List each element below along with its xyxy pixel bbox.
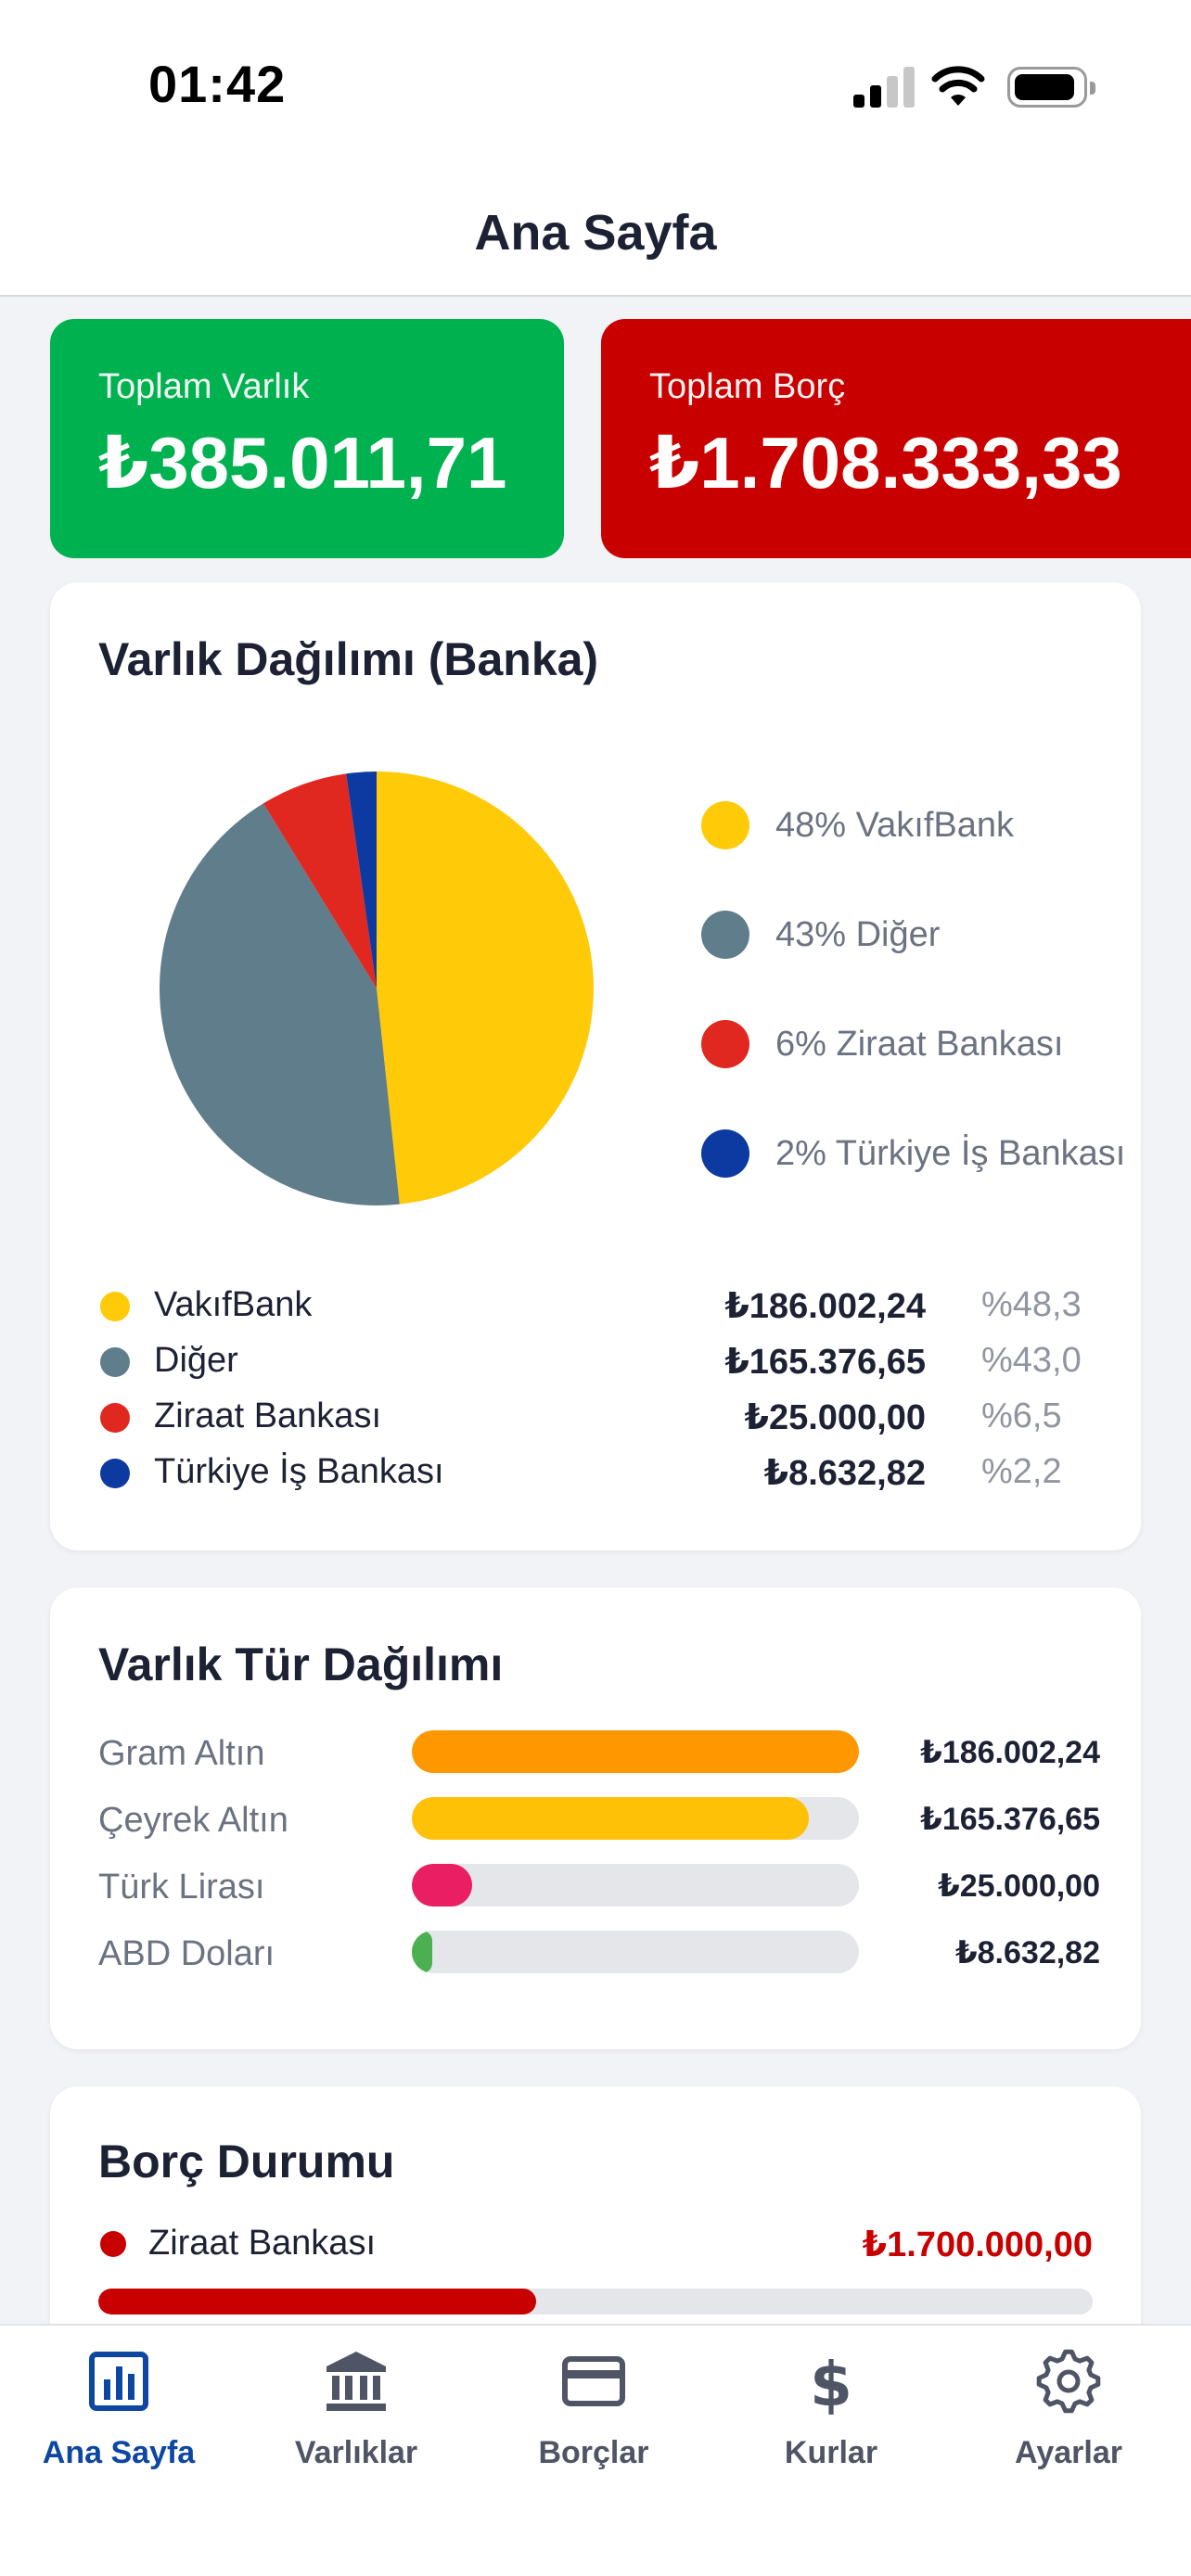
pie-slice-di-er [159, 803, 400, 1205]
type-bar-fill [412, 1931, 433, 1973]
page-title: Ana Sayfa [474, 205, 717, 261]
debt-amount: ₺1.700.000,00 [862, 2225, 1093, 2264]
total-assets-card[interactable]: Toplam Varlık ₺385.011,71 [50, 319, 564, 558]
type-bar-fill [412, 1864, 472, 1906]
tab-bar: Ana Sayfa Varlıklar Borçlar $ Kurlar Aya… [0, 2324, 1191, 2576]
type-bar-track [412, 1730, 859, 1773]
bank-pie-chart [159, 772, 595, 1205]
legend-label: 43% Diğer [775, 914, 941, 954]
debt-bar-fill [98, 2289, 536, 2315]
bank-row[interactable]: Diğer ₺165.376,65 %43,0 [98, 1335, 1141, 1387]
tab-label: Ayarlar [1015, 2435, 1122, 2470]
type-distribution-card: Varlık Tür Dağılımı Gram Altın ₺186.002,… [50, 1588, 1141, 2049]
legend-dot [701, 801, 749, 849]
bank-row[interactable]: Türkiye İş Bankası ₺8.632,82 %2,2 [98, 1447, 1141, 1498]
bank-amount: ₺165.376,65 [724, 1343, 926, 1382]
legend-label: 6% Ziraat Bankası [775, 1024, 1064, 1064]
total-assets-value: ₺385.011,71 [98, 422, 507, 504]
total-debt-value: ₺1.708.333,33 [649, 422, 1122, 504]
type-value: ₺8.632,82 [954, 1935, 1100, 1970]
status-time: 01:42 [148, 55, 287, 113]
bank-distribution-title: Varlık Dağılımı (Banka) [98, 633, 599, 685]
legend-dot [701, 911, 749, 959]
type-value: ₺186.002,24 [920, 1735, 1100, 1770]
type-row[interactable]: Türk Lirası ₺25.000,00 [98, 1860, 1100, 1912]
type-distribution-title: Varlık Tür Dağılımı [98, 1639, 504, 1690]
tab-label: Ana Sayfa [42, 2435, 196, 2470]
tab-label: Varlıklar [294, 2435, 418, 2470]
type-bar-track [412, 1931, 859, 1973]
cellular-signal-icon [853, 67, 915, 108]
gear-icon [1036, 2349, 1101, 2414]
bank-color-dot [100, 1292, 130, 1321]
type-label: Çeyrek Altın [98, 1801, 288, 1840]
type-bar-fill [412, 1797, 810, 1840]
bank-name: Türkiye İş Bankası [154, 1452, 444, 1491]
pie-slice-t-rkiye-i-bankas- [346, 772, 377, 988]
tab-borclar[interactable]: Borçlar [475, 2348, 712, 2496]
pie-slice-ziraat-bankas- [263, 773, 377, 988]
bank-percent: %48,3 [981, 1285, 1082, 1324]
total-debt-card[interactable]: Toplam Borç ₺1.708.333,33 [601, 319, 1191, 558]
bank-row[interactable]: VakıfBank ₺186.002,24 %48,3 [98, 1280, 1141, 1332]
pie-legend-item: 6% Ziraat Bankası [701, 1016, 1141, 1072]
bank-amount: ₺186.002,24 [724, 1287, 926, 1326]
bank-name: VakıfBank [154, 1285, 313, 1324]
tab-label: Kurlar [784, 2435, 878, 2470]
dollar-icon: $ [810, 2349, 852, 2415]
type-label: ABD Doları [98, 1934, 275, 1973]
svg-text:$: $ [810, 2349, 852, 2415]
tab-varliklar[interactable]: Varlıklar [237, 2348, 475, 2496]
type-label: Gram Altın [98, 1734, 265, 1773]
chart-bar-icon [89, 2352, 148, 2411]
nav-header: Ana Sayfa [0, 176, 1191, 297]
battery-icon [1007, 67, 1095, 108]
tab-label: Borçlar [538, 2435, 649, 2470]
debt-status-title: Borç Durumu [98, 2136, 395, 2187]
tab-ana-sayfa[interactable]: Ana Sayfa [0, 2348, 237, 2496]
pie-slice-vak-fbank [377, 772, 595, 1205]
type-row[interactable]: Gram Altın ₺186.002,24 [98, 1727, 1100, 1779]
type-value: ₺165.376,65 [920, 1802, 1100, 1837]
type-bar-fill [412, 1730, 859, 1773]
debt-color-dot [100, 2231, 126, 2257]
total-debt-label: Toplam Borç [649, 367, 846, 406]
bank-color-dot [100, 1403, 130, 1433]
bank-name: Ziraat Bankası [154, 1396, 381, 1435]
bank-color-dot [100, 1459, 130, 1488]
debt-row[interactable]: Ziraat Bankası ₺1.700.000,00 [98, 2218, 1141, 2320]
pie-legend-item: 2% Türkiye İş Bankası [701, 1126, 1141, 1181]
bank-amount: ₺8.632,82 [763, 1454, 926, 1493]
bank-percent: %43,0 [981, 1341, 1082, 1380]
type-label: Türk Lirası [98, 1868, 265, 1906]
bank-percent: %6,5 [981, 1396, 1062, 1435]
type-bar-track [412, 1864, 859, 1906]
legend-label: 48% VakıfBank [775, 805, 1015, 845]
legend-dot [701, 1129, 749, 1178]
bank-amount: ₺25.000,00 [744, 1398, 927, 1437]
bank-row[interactable]: Ziraat Bankası ₺25.000,00 %6,5 [98, 1391, 1141, 1443]
legend-label: 2% Türkiye İş Bankası [775, 1133, 1126, 1173]
legend-dot [701, 1020, 749, 1068]
bank-percent: %2,2 [981, 1452, 1062, 1491]
type-bar-track [412, 1797, 859, 1840]
bank-color-dot [100, 1347, 130, 1377]
wifi-icon [931, 66, 985, 106]
tab-ayarlar[interactable]: Ayarlar [950, 2348, 1187, 2496]
type-value: ₺25.000,00 [938, 1868, 1100, 1904]
debt-bank-name: Ziraat Bankası [148, 2224, 376, 2263]
status-bar: 01:42 [0, 0, 1191, 176]
bank-name: Diğer [154, 1341, 238, 1380]
tab-kurlar[interactable]: $ Kurlar [712, 2348, 950, 2496]
pie-legend-item: 43% Diğer [701, 907, 1141, 963]
type-row[interactable]: Çeyrek Altın ₺165.376,65 [98, 1793, 1100, 1845]
debt-bar-track [98, 2289, 1093, 2315]
bank-distribution-card: Varlık Dağılımı (Banka) 48% VakıfBank 43… [50, 582, 1141, 1550]
pie-legend-item: 48% VakıfBank [701, 797, 1141, 853]
type-row[interactable]: ABD Doları ₺8.632,82 [98, 1927, 1100, 1979]
total-assets-label: Toplam Varlık [98, 367, 310, 406]
bank-icon [327, 2352, 386, 2411]
credit-card-icon [562, 2356, 625, 2406]
